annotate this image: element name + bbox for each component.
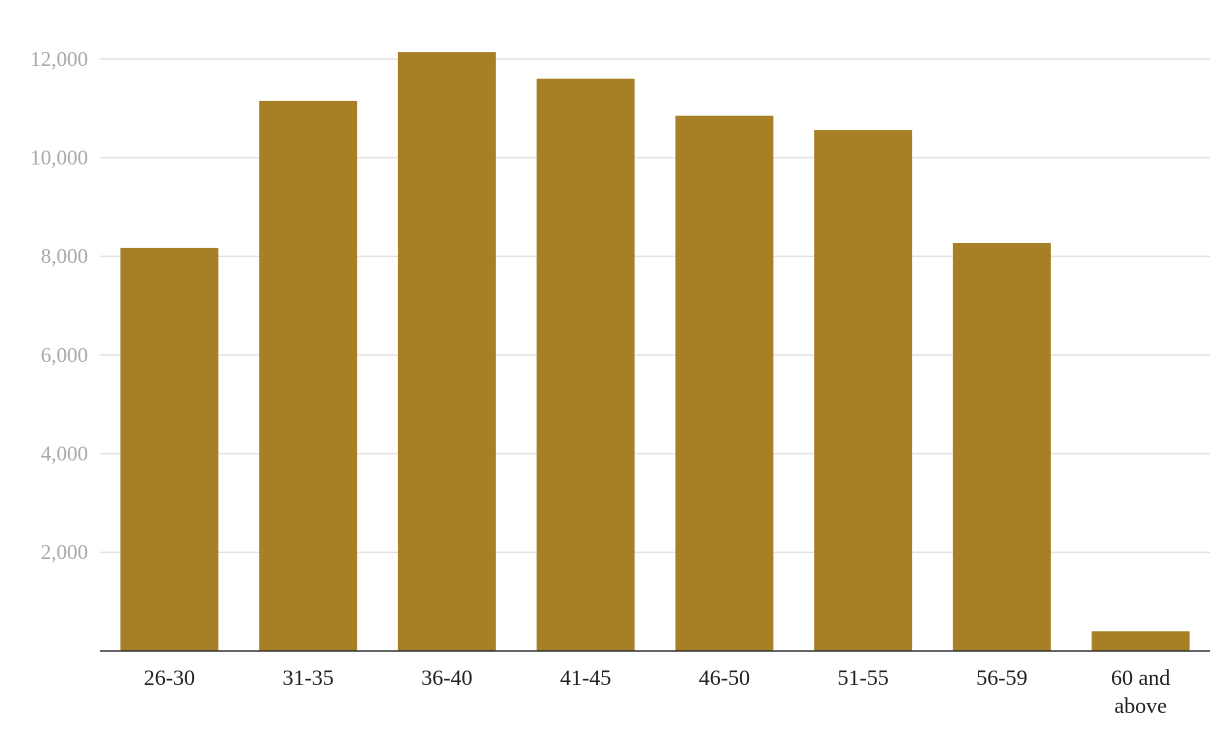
bar — [1091, 631, 1190, 651]
y-tick-label: 4,000 — [41, 441, 88, 465]
x-tick-label: 51-55 — [837, 665, 889, 690]
x-tick-label: 41-45 — [559, 665, 612, 690]
y-tick-label: 12,000 — [30, 47, 88, 71]
x-tick-label: 31-35 — [282, 665, 334, 690]
x-tick-label: 46-50 — [698, 665, 751, 690]
x-tick-label: 36-40 — [421, 665, 473, 690]
y-tick-label: 10,000 — [30, 145, 88, 169]
bar — [675, 115, 774, 651]
y-tick-label: 2,000 — [41, 540, 88, 564]
x-tick-label: 56-59 — [976, 665, 1028, 690]
bar — [259, 100, 358, 651]
x-tick-label: 26-30 — [143, 665, 196, 690]
y-tick-label: 6,000 — [41, 343, 88, 367]
bar — [536, 78, 635, 651]
x-tick-label: 60 and above — [1110, 665, 1171, 718]
bar — [952, 243, 1051, 651]
y-tick-label: 8,000 — [41, 244, 88, 268]
bar — [120, 247, 219, 652]
bar — [397, 52, 496, 652]
bar — [814, 130, 913, 652]
